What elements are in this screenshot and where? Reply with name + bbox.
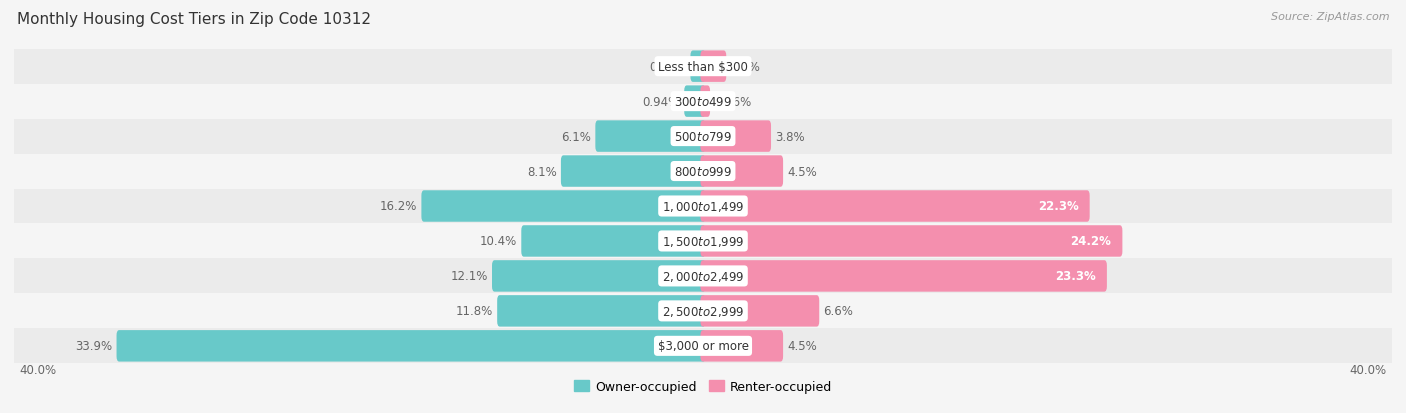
FancyBboxPatch shape xyxy=(700,51,727,83)
Bar xyxy=(14,294,1392,329)
Text: 8.1%: 8.1% xyxy=(527,165,557,178)
Bar xyxy=(14,50,1392,84)
FancyBboxPatch shape xyxy=(685,86,706,118)
Text: 22.3%: 22.3% xyxy=(1038,200,1078,213)
Text: $1,500 to $1,999: $1,500 to $1,999 xyxy=(662,235,744,248)
FancyBboxPatch shape xyxy=(492,261,706,292)
Text: Source: ZipAtlas.com: Source: ZipAtlas.com xyxy=(1271,12,1389,22)
Text: 23.3%: 23.3% xyxy=(1054,270,1095,283)
Text: Less than $300: Less than $300 xyxy=(658,61,748,74)
FancyBboxPatch shape xyxy=(700,121,770,152)
Text: 40.0%: 40.0% xyxy=(20,363,56,376)
FancyBboxPatch shape xyxy=(700,261,1107,292)
Text: 0.58%: 0.58% xyxy=(650,61,686,74)
Text: 3.8%: 3.8% xyxy=(775,130,806,143)
FancyBboxPatch shape xyxy=(700,225,1122,257)
FancyBboxPatch shape xyxy=(595,121,706,152)
Text: $3,000 or more: $3,000 or more xyxy=(658,339,748,352)
Text: 6.6%: 6.6% xyxy=(824,305,853,318)
Text: 0.94%: 0.94% xyxy=(643,95,681,108)
FancyBboxPatch shape xyxy=(700,156,783,188)
Bar xyxy=(14,189,1392,224)
Bar xyxy=(14,154,1392,189)
FancyBboxPatch shape xyxy=(700,330,783,362)
Bar xyxy=(14,224,1392,259)
Text: 4.5%: 4.5% xyxy=(787,339,817,352)
Text: $300 to $499: $300 to $499 xyxy=(673,95,733,108)
Text: 1.2%: 1.2% xyxy=(731,61,761,74)
FancyBboxPatch shape xyxy=(498,295,706,327)
FancyBboxPatch shape xyxy=(690,51,706,83)
Text: 4.5%: 4.5% xyxy=(787,165,817,178)
FancyBboxPatch shape xyxy=(700,191,1090,222)
Legend: Owner-occupied, Renter-occupied: Owner-occupied, Renter-occupied xyxy=(568,375,838,398)
Text: Monthly Housing Cost Tiers in Zip Code 10312: Monthly Housing Cost Tiers in Zip Code 1… xyxy=(17,12,371,27)
Text: 10.4%: 10.4% xyxy=(479,235,517,248)
Text: 11.8%: 11.8% xyxy=(456,305,494,318)
Text: 6.1%: 6.1% xyxy=(561,130,591,143)
FancyBboxPatch shape xyxy=(422,191,706,222)
Bar xyxy=(14,259,1392,294)
Text: 40.0%: 40.0% xyxy=(1350,363,1386,376)
Bar xyxy=(14,119,1392,154)
FancyBboxPatch shape xyxy=(700,86,710,118)
FancyBboxPatch shape xyxy=(700,295,820,327)
Text: $2,000 to $2,499: $2,000 to $2,499 xyxy=(662,269,744,283)
Text: 12.1%: 12.1% xyxy=(450,270,488,283)
Text: 16.2%: 16.2% xyxy=(380,200,418,213)
Text: 33.9%: 33.9% xyxy=(75,339,112,352)
Text: $500 to $799: $500 to $799 xyxy=(673,130,733,143)
Text: 0.26%: 0.26% xyxy=(714,95,752,108)
FancyBboxPatch shape xyxy=(561,156,706,188)
Text: 24.2%: 24.2% xyxy=(1070,235,1111,248)
Text: $800 to $999: $800 to $999 xyxy=(673,165,733,178)
Bar xyxy=(14,84,1392,119)
FancyBboxPatch shape xyxy=(117,330,706,362)
Bar xyxy=(14,329,1392,363)
Text: $1,000 to $1,499: $1,000 to $1,499 xyxy=(662,199,744,214)
Text: $2,500 to $2,999: $2,500 to $2,999 xyxy=(662,304,744,318)
FancyBboxPatch shape xyxy=(522,225,706,257)
